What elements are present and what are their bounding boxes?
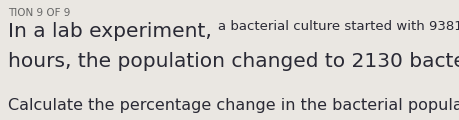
Text: a bacterial culture started with 9381 bacteria. After 24: a bacterial culture started with 9381 ba… [218, 20, 459, 33]
Text: hours, the population changed to 2130 bacteria.: hours, the population changed to 2130 ba… [8, 52, 459, 71]
Text: Calculate the percentage change in the bacterial population.: Calculate the percentage change in the b… [8, 98, 459, 113]
Text: In a lab experiment,: In a lab experiment, [8, 22, 218, 41]
Text: TION 9 OF 9: TION 9 OF 9 [8, 8, 70, 18]
